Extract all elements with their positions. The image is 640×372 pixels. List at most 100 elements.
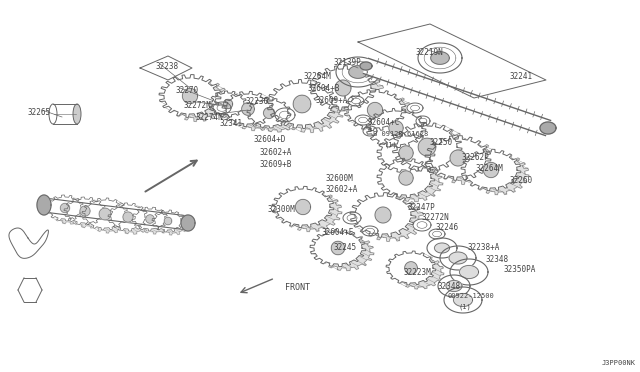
Polygon shape [275, 83, 345, 132]
Polygon shape [377, 158, 435, 198]
Polygon shape [46, 195, 84, 221]
Polygon shape [355, 115, 371, 125]
Polygon shape [123, 212, 133, 222]
Polygon shape [60, 203, 70, 213]
Polygon shape [392, 122, 462, 171]
Polygon shape [413, 219, 431, 231]
Polygon shape [108, 203, 148, 231]
Text: 32247P: 32247P [408, 203, 436, 212]
Text: 32600M: 32600M [326, 174, 354, 183]
Polygon shape [352, 93, 414, 135]
Polygon shape [335, 80, 351, 96]
Text: 32238+A: 32238+A [468, 243, 500, 252]
Polygon shape [318, 70, 384, 114]
Polygon shape [362, 226, 378, 236]
Text: 32246: 32246 [435, 223, 458, 232]
Text: FRONT: FRONT [285, 283, 310, 292]
Text: 32274N: 32274N [196, 113, 224, 122]
Polygon shape [18, 278, 42, 302]
Polygon shape [157, 213, 189, 235]
Text: 32219N: 32219N [415, 48, 443, 57]
Polygon shape [433, 140, 499, 185]
Text: 32350PA: 32350PA [503, 265, 536, 274]
Ellipse shape [73, 104, 81, 124]
Text: 32272N: 32272N [183, 101, 211, 110]
Polygon shape [358, 197, 424, 241]
Polygon shape [310, 230, 366, 267]
Polygon shape [242, 103, 254, 115]
Polygon shape [332, 241, 345, 255]
Polygon shape [209, 91, 247, 117]
Polygon shape [385, 162, 443, 202]
Text: 32604+E: 32604+E [322, 228, 355, 237]
Polygon shape [152, 210, 184, 232]
Polygon shape [255, 102, 299, 132]
Polygon shape [399, 171, 413, 185]
Polygon shape [280, 190, 342, 232]
Text: 32250: 32250 [430, 138, 453, 147]
Polygon shape [318, 233, 374, 271]
Polygon shape [399, 146, 413, 160]
Polygon shape [80, 206, 90, 216]
Polygon shape [53, 104, 77, 124]
Polygon shape [360, 62, 372, 70]
Polygon shape [310, 65, 376, 110]
Text: 32602+A: 32602+A [260, 148, 292, 157]
Polygon shape [449, 252, 467, 264]
Polygon shape [264, 108, 275, 118]
Text: 32602+A: 32602+A [326, 185, 358, 194]
Text: (1): (1) [385, 142, 397, 148]
Text: 32300M: 32300M [268, 205, 296, 214]
Text: 32270: 32270 [175, 86, 198, 95]
Polygon shape [267, 80, 337, 128]
Polygon shape [435, 243, 449, 253]
Text: 32262P: 32262P [462, 153, 490, 162]
Polygon shape [438, 275, 470, 297]
Polygon shape [43, 198, 189, 230]
Polygon shape [389, 121, 403, 135]
Text: 32245: 32245 [334, 243, 357, 252]
Text: 32348: 32348 [486, 255, 509, 264]
Text: 32230: 32230 [246, 97, 269, 106]
Polygon shape [182, 89, 198, 103]
Polygon shape [272, 186, 334, 228]
Polygon shape [416, 116, 430, 126]
Polygon shape [400, 126, 470, 176]
Polygon shape [344, 89, 406, 131]
Text: 32609+B: 32609+B [260, 160, 292, 169]
Polygon shape [425, 136, 491, 180]
Text: B: B [368, 128, 372, 134]
Polygon shape [429, 229, 445, 239]
Text: 32238: 32238 [155, 62, 178, 71]
Polygon shape [37, 195, 51, 215]
Polygon shape [427, 238, 457, 258]
Text: 32265: 32265 [28, 108, 51, 117]
Text: 32604+C: 32604+C [368, 118, 401, 127]
Text: 32604+B: 32604+B [308, 84, 340, 93]
Polygon shape [217, 95, 255, 121]
Polygon shape [450, 259, 488, 285]
Polygon shape [460, 266, 479, 279]
Polygon shape [374, 112, 434, 152]
Polygon shape [247, 98, 291, 128]
Polygon shape [350, 193, 416, 237]
Polygon shape [343, 212, 361, 224]
Text: 32609+A: 32609+A [315, 96, 348, 105]
Polygon shape [444, 287, 482, 313]
Polygon shape [483, 163, 499, 177]
Polygon shape [113, 206, 153, 234]
Text: 32223M: 32223M [403, 268, 431, 277]
Polygon shape [431, 52, 449, 64]
Polygon shape [69, 200, 111, 228]
Polygon shape [181, 215, 195, 231]
Polygon shape [446, 280, 462, 292]
Polygon shape [293, 95, 311, 113]
Text: 32264M: 32264M [476, 164, 504, 173]
Polygon shape [377, 133, 435, 173]
Polygon shape [222, 91, 274, 127]
Polygon shape [407, 103, 423, 113]
Text: J3PP00NK: J3PP00NK [602, 360, 636, 366]
Polygon shape [159, 74, 221, 118]
Polygon shape [132, 207, 168, 231]
Polygon shape [223, 99, 232, 109]
